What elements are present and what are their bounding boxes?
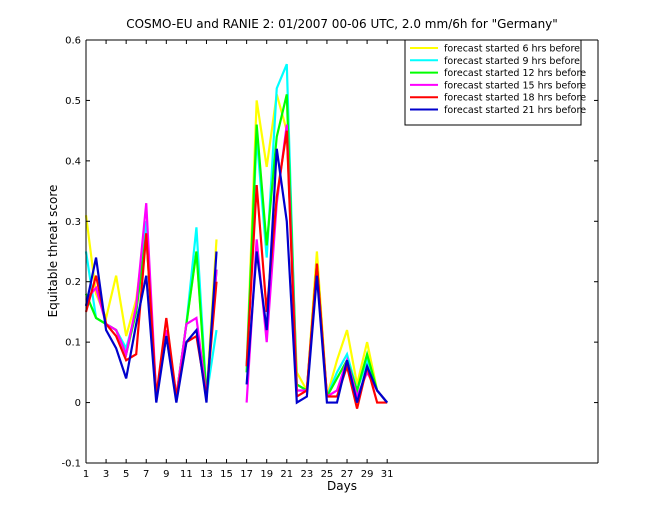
- y-tick-label: -0.1: [61, 459, 81, 470]
- x-tick-label: 1: [83, 469, 89, 480]
- y-tick-label: 0.5: [65, 96, 81, 107]
- x-tick-label: 17: [240, 469, 253, 480]
- y-tick-label: 0: [75, 398, 81, 409]
- legend-label-6: forecast started 21 hrs before: [444, 105, 586, 116]
- x-tick-label: 21: [280, 469, 293, 480]
- legend-label-2: forecast started 9 hrs before: [444, 56, 580, 67]
- x-tick-label: 25: [321, 469, 334, 480]
- x-tick-label: 5: [123, 469, 129, 480]
- legend-box: [404, 39, 582, 126]
- y-tick-label: 0.1: [65, 338, 81, 349]
- x-tick-label: 29: [361, 469, 374, 480]
- y-tick-label: 0.6: [65, 36, 81, 47]
- series-line-6: [84, 148, 389, 405]
- x-tick-label: 19: [260, 469, 273, 480]
- x-tick-label: 27: [341, 469, 354, 480]
- x-tick-label: 11: [180, 469, 193, 480]
- legend-label-4: forecast started 15 hrs before: [444, 80, 586, 91]
- y-tick-label: 0.3: [65, 217, 81, 228]
- y-axis-ticks: -0.1 0 0.1 0.2 0.3 0.4 0.5 0.6: [61, 36, 598, 470]
- chart-title: COSMO-EU and RANIE 2: 01/2007 00-06 UTC,…: [126, 17, 558, 31]
- y-axis-label: Equitable threat score: [46, 185, 60, 318]
- y-tick-label: 0.2: [65, 277, 81, 288]
- legend-label-3: forecast started 12 hrs before: [444, 68, 586, 79]
- legend-label-1: forecast started 6 hrs before: [444, 44, 580, 55]
- x-tick-label: 15: [220, 469, 233, 480]
- x-tick-label: 31: [381, 469, 394, 480]
- y-tick-label: 0.4: [65, 156, 81, 167]
- x-axis-ticks: 1 3 5 7 9 11 13 15 17 19 21 23 25 27 29 31: [83, 40, 394, 480]
- x-tick-label: 3: [103, 469, 109, 480]
- x-tick-label: 23: [300, 469, 313, 480]
- x-axis-label: Days: [327, 479, 357, 493]
- legend-label-5: forecast started 18 hrs before: [444, 93, 586, 104]
- series-layer: [84, 63, 389, 409]
- x-tick-label: 13: [200, 469, 213, 480]
- x-tick-label: 9: [163, 469, 169, 480]
- x-tick-label: 7: [143, 469, 149, 480]
